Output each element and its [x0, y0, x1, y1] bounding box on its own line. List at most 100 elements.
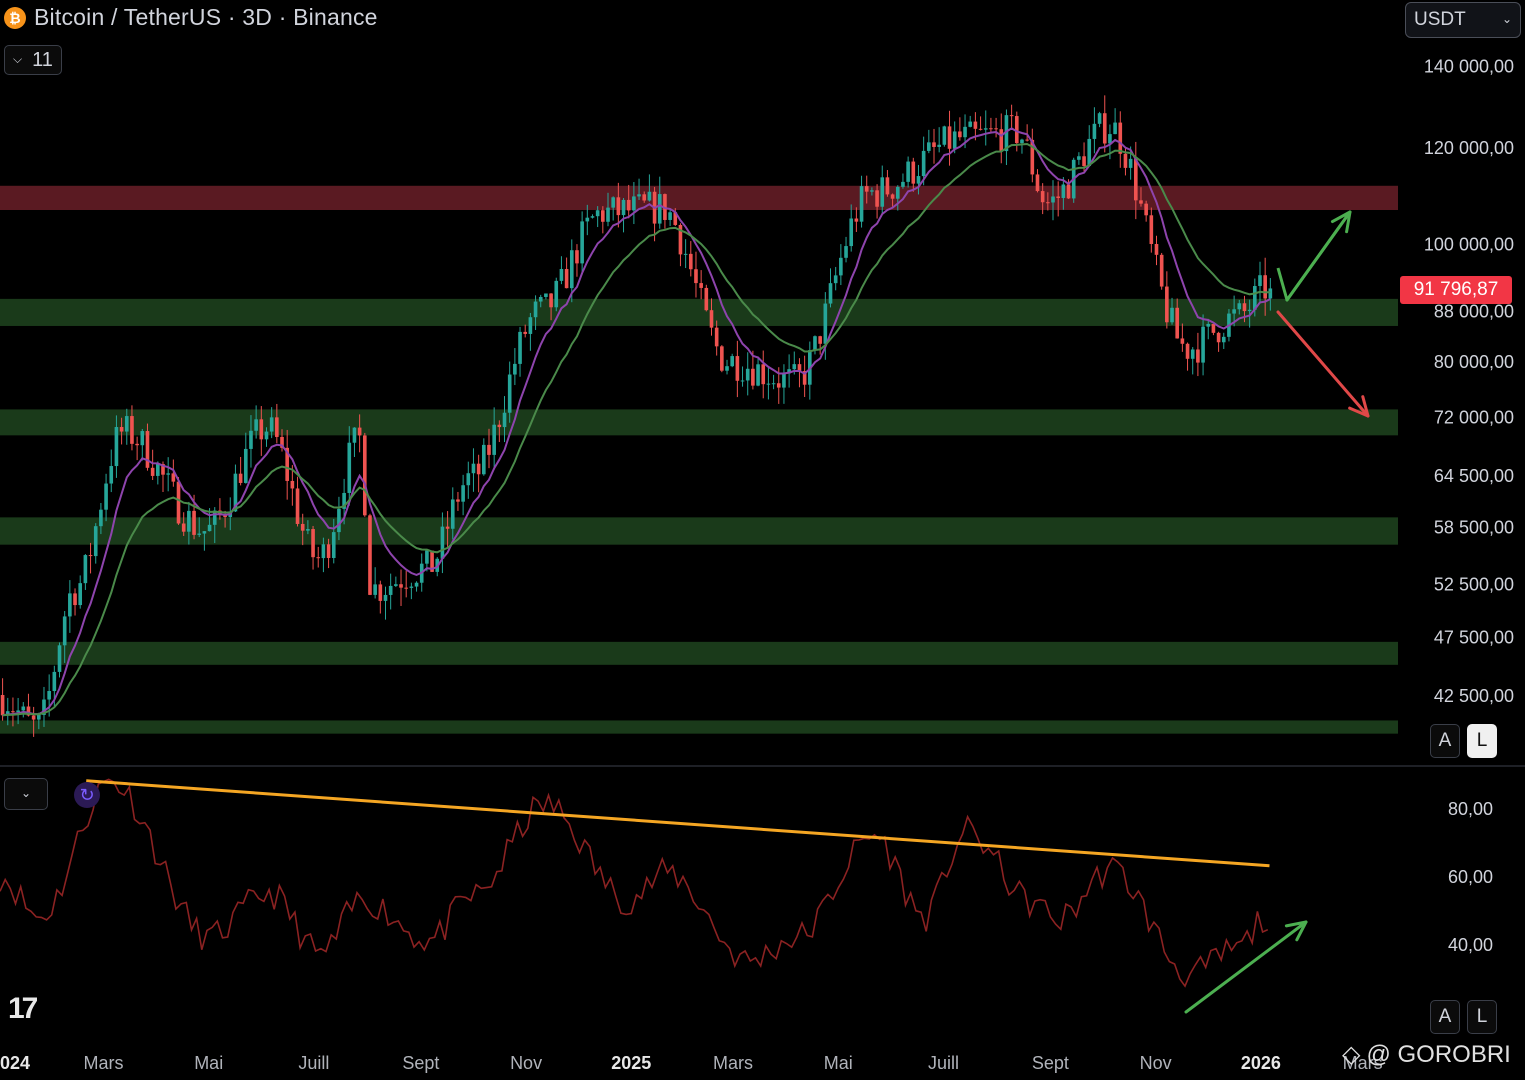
candle-body — [657, 194, 662, 224]
candle-body — [233, 473, 238, 512]
candle-body — [725, 366, 729, 371]
candle-body — [254, 419, 258, 431]
candle-body — [611, 197, 615, 208]
candle-body — [590, 216, 595, 218]
rsi-pane-toggle-button[interactable]: ⌄ — [4, 778, 48, 810]
candle-body — [787, 369, 791, 374]
candle-body — [1108, 134, 1112, 144]
candle-body — [782, 373, 786, 388]
candle-body — [259, 419, 264, 440]
candle-body — [994, 128, 998, 130]
candle-body — [538, 296, 543, 302]
candle-body — [958, 131, 962, 138]
candle-body — [352, 427, 357, 443]
candle-body — [311, 529, 315, 558]
candle-body — [145, 431, 150, 468]
candle-body — [1113, 122, 1117, 135]
author-watermark: ◇ @ GOROBRI — [1342, 1040, 1511, 1069]
candle-body — [580, 221, 584, 264]
candle-body — [181, 523, 186, 532]
log-scale-button[interactable]: L — [1467, 724, 1497, 758]
candle-body — [1253, 286, 1257, 310]
candle-body — [1206, 323, 1211, 327]
candle-body — [47, 691, 51, 700]
candle-body — [450, 499, 455, 529]
candle-body — [1139, 200, 1143, 204]
candle-body — [963, 126, 967, 138]
support-zone — [0, 298, 1398, 326]
candle-body — [544, 293, 548, 297]
rsi-auto-scale-button[interactable]: A — [1430, 1000, 1460, 1034]
candle-body — [187, 510, 191, 532]
candle-body — [642, 194, 647, 201]
candle-body — [409, 586, 414, 588]
candle-body — [528, 317, 533, 334]
candle-body — [714, 327, 719, 347]
candle-body — [1196, 349, 1200, 363]
currency-select[interactable]: USDT ⌄ — [1405, 2, 1521, 38]
candle-body — [1118, 122, 1123, 154]
candle-body — [1040, 191, 1045, 203]
price-axis-label: 88 000,00 — [1434, 302, 1514, 322]
candle-body — [818, 336, 822, 344]
candle-body — [0, 695, 5, 716]
candle-body — [300, 523, 305, 531]
candle-body — [1185, 343, 1190, 359]
candle-body — [135, 443, 139, 446]
candle-body — [394, 584, 398, 586]
candle-body — [461, 485, 465, 502]
candle-body — [911, 161, 916, 184]
rsi-axis-label: 60,00 — [1448, 867, 1493, 887]
candle-body — [637, 194, 641, 197]
candle-body — [507, 374, 512, 413]
refresh-icon[interactable]: ↻ — [74, 782, 100, 808]
time-axis-label: Mars — [83, 1053, 123, 1073]
candle-body — [1051, 196, 1055, 203]
bearish-scenario-arrow-head — [1348, 395, 1370, 418]
candle-body — [813, 336, 817, 351]
candle-body — [1258, 275, 1262, 287]
candle-body — [932, 142, 936, 147]
price-axis-label: 100 000,00 — [1424, 234, 1514, 254]
chart-title: Bitcoin / TetherUS · 3D · Binance — [34, 4, 378, 30]
candle-body — [202, 531, 207, 534]
price-axis-label: 72 000,00 — [1434, 408, 1514, 428]
candle-body — [212, 510, 217, 525]
candle-body — [482, 444, 486, 475]
time-axis-label: 2026 — [1241, 1053, 1281, 1073]
candle-body — [849, 218, 854, 247]
candle-body — [306, 529, 310, 531]
last-price-label: 91 796,87 — [1413, 279, 1499, 300]
candle-body — [533, 301, 538, 318]
auto-scale-button[interactable]: A — [1430, 724, 1460, 758]
rsi-log-scale-button[interactable]: L — [1467, 1000, 1497, 1034]
candle-body — [554, 280, 559, 308]
chart-header: ₿ Bitcoin / TetherUS · 3D · Binance — [4, 4, 378, 31]
candle-body — [295, 488, 300, 524]
candle-body — [383, 594, 388, 601]
bitcoin-icon: ₿ — [4, 6, 26, 29]
rsi-log-scale-label: L — [1476, 1006, 1488, 1027]
candle-body — [999, 129, 1004, 152]
candle-body — [93, 526, 98, 557]
candle-body — [1175, 307, 1180, 339]
candle-body — [699, 283, 703, 288]
candle-body — [895, 186, 900, 199]
indicators-toggle-button[interactable]: ⌵ 11 — [4, 45, 62, 75]
candle-body — [264, 431, 269, 440]
candle-body — [456, 499, 460, 502]
candle-body — [549, 293, 553, 308]
candle-body — [1263, 275, 1267, 299]
time-axis-label: Mai — [824, 1053, 853, 1073]
candle-body — [42, 699, 46, 715]
candle-body — [368, 515, 372, 595]
candle-body — [321, 544, 326, 559]
log-scale-label: L — [1476, 730, 1488, 751]
candle-body — [414, 582, 419, 587]
candle-body — [1061, 184, 1066, 198]
candle-body — [57, 645, 62, 672]
candle-body — [1247, 309, 1252, 312]
candle-body — [983, 128, 988, 130]
candle-body — [678, 224, 683, 255]
